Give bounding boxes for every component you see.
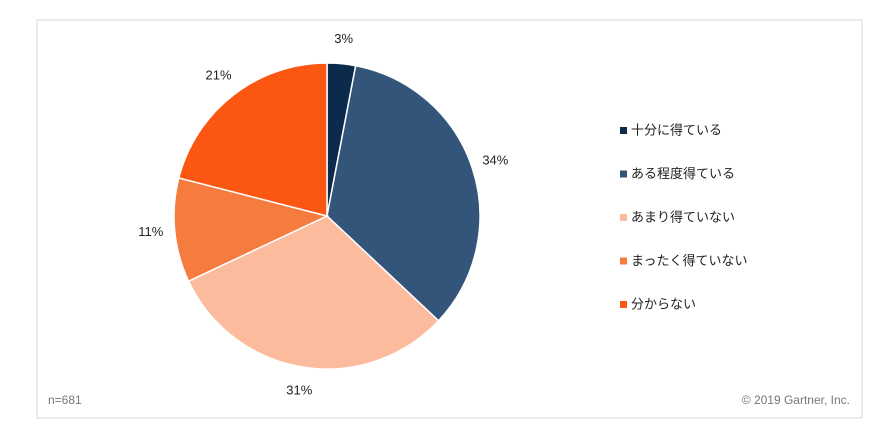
- legend-swatch: [620, 301, 627, 308]
- legend-label: ある程度得ている: [631, 166, 735, 181]
- legend-swatch: [620, 127, 627, 134]
- legend-label: 十分に得ている: [631, 122, 722, 137]
- data-label: 34%: [482, 153, 508, 168]
- data-label: 11%: [138, 224, 163, 239]
- data-label: 3%: [334, 31, 353, 46]
- pie-slice: [173, 177, 330, 283]
- legend-label: あまり得ていない: [631, 209, 735, 224]
- note: n=681: [48, 393, 82, 407]
- data-label: 21%: [205, 68, 231, 83]
- source: © 2019 Gartner, Inc.: [742, 393, 850, 407]
- data-label: 31%: [286, 382, 312, 397]
- legend-label: 分からない: [631, 296, 696, 311]
- legend-label: まったく得ていない: [631, 253, 747, 268]
- legend-swatch: [620, 170, 627, 178]
- legend-swatch: [620, 214, 627, 221]
- legend-swatch: [620, 257, 627, 265]
- pie-slice: [187, 215, 440, 370]
- pie-slice: [326, 64, 481, 322]
- pie-slice: [177, 62, 328, 217]
